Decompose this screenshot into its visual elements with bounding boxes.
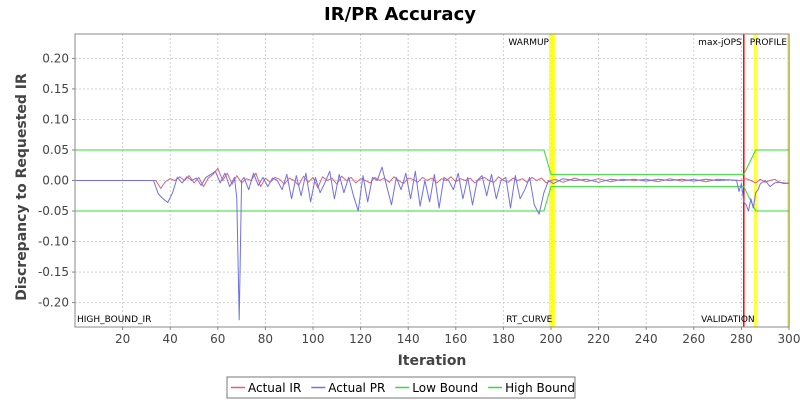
x-tick-label: 100: [302, 332, 325, 346]
x-axis-ticks: 20 40 60 80 100 120 140 160 180 200 220 240 260 280 30…: [115, 327, 800, 346]
y-axis-ticks: 0.20 0.15 0.10 0.05 0.00 -0.05 -0.10 -0.15 -0.20: [38, 51, 75, 310]
phase-marker-band: [551, 34, 556, 327]
x-tick-label: 280: [730, 332, 753, 346]
x-tick-label: 140: [397, 332, 420, 346]
y-tick-label: 0.15: [42, 82, 69, 96]
x-tick-label: 60: [210, 332, 225, 346]
series-line-actual-pr: [75, 166, 790, 321]
chart-title: IR/PR Accuracy: [324, 4, 476, 25]
y-tick-label: 0.00: [42, 174, 69, 188]
phase-marker-label: WARMUP: [508, 38, 549, 48]
x-tick-label: 160: [444, 332, 467, 346]
phase-marker-label: RT_CURVE: [506, 315, 552, 325]
x-tick-label: 180: [492, 332, 515, 346]
series-lines: [75, 149, 790, 321]
y-tick-label: 0.05: [42, 143, 69, 157]
x-tick-label: 20: [115, 332, 130, 346]
legend: Actual IR Actual PR Low Bound High Bound: [226, 376, 576, 399]
y-tick-label: -0.10: [38, 235, 69, 249]
phase-marker-label: VALIDATION: [701, 315, 755, 325]
series-line-high-bound: [75, 149, 789, 175]
phase-marker-label: HIGH_BOUND_IR: [77, 315, 151, 325]
y-tick-label: 0.10: [42, 112, 69, 126]
y-tick-label: -0.20: [38, 296, 69, 310]
y-tick-label: 0.20: [42, 51, 69, 65]
legend-label: Actual IR: [248, 381, 301, 395]
phase-marker-band: [753, 34, 758, 327]
x-tick-label: 200: [540, 332, 563, 346]
legend-label: High Bound: [505, 381, 575, 395]
y-tick-label: -0.15: [38, 265, 69, 279]
x-axis-label: Iteration: [398, 353, 467, 369]
series-line-low-bound: [75, 186, 789, 212]
x-tick-label: 260: [682, 332, 705, 346]
x-tick-label: 240: [635, 332, 658, 346]
y-tick-label: -0.05: [38, 204, 69, 218]
x-tick-label: 120: [349, 332, 372, 346]
legend-label: Actual PR: [328, 381, 385, 395]
x-tick-label: 40: [163, 332, 178, 346]
x-tick-label: 80: [258, 332, 273, 346]
phase-marker-label: PROFILE: [750, 38, 788, 48]
x-tick-label: 220: [587, 332, 610, 346]
legend-label: Low Bound: [412, 381, 478, 395]
phase-marker-label: max-jOPS: [698, 38, 742, 48]
x-tick-label: 300: [778, 332, 800, 346]
y-axis-label: Discrepancy to Requested IR: [14, 73, 30, 301]
